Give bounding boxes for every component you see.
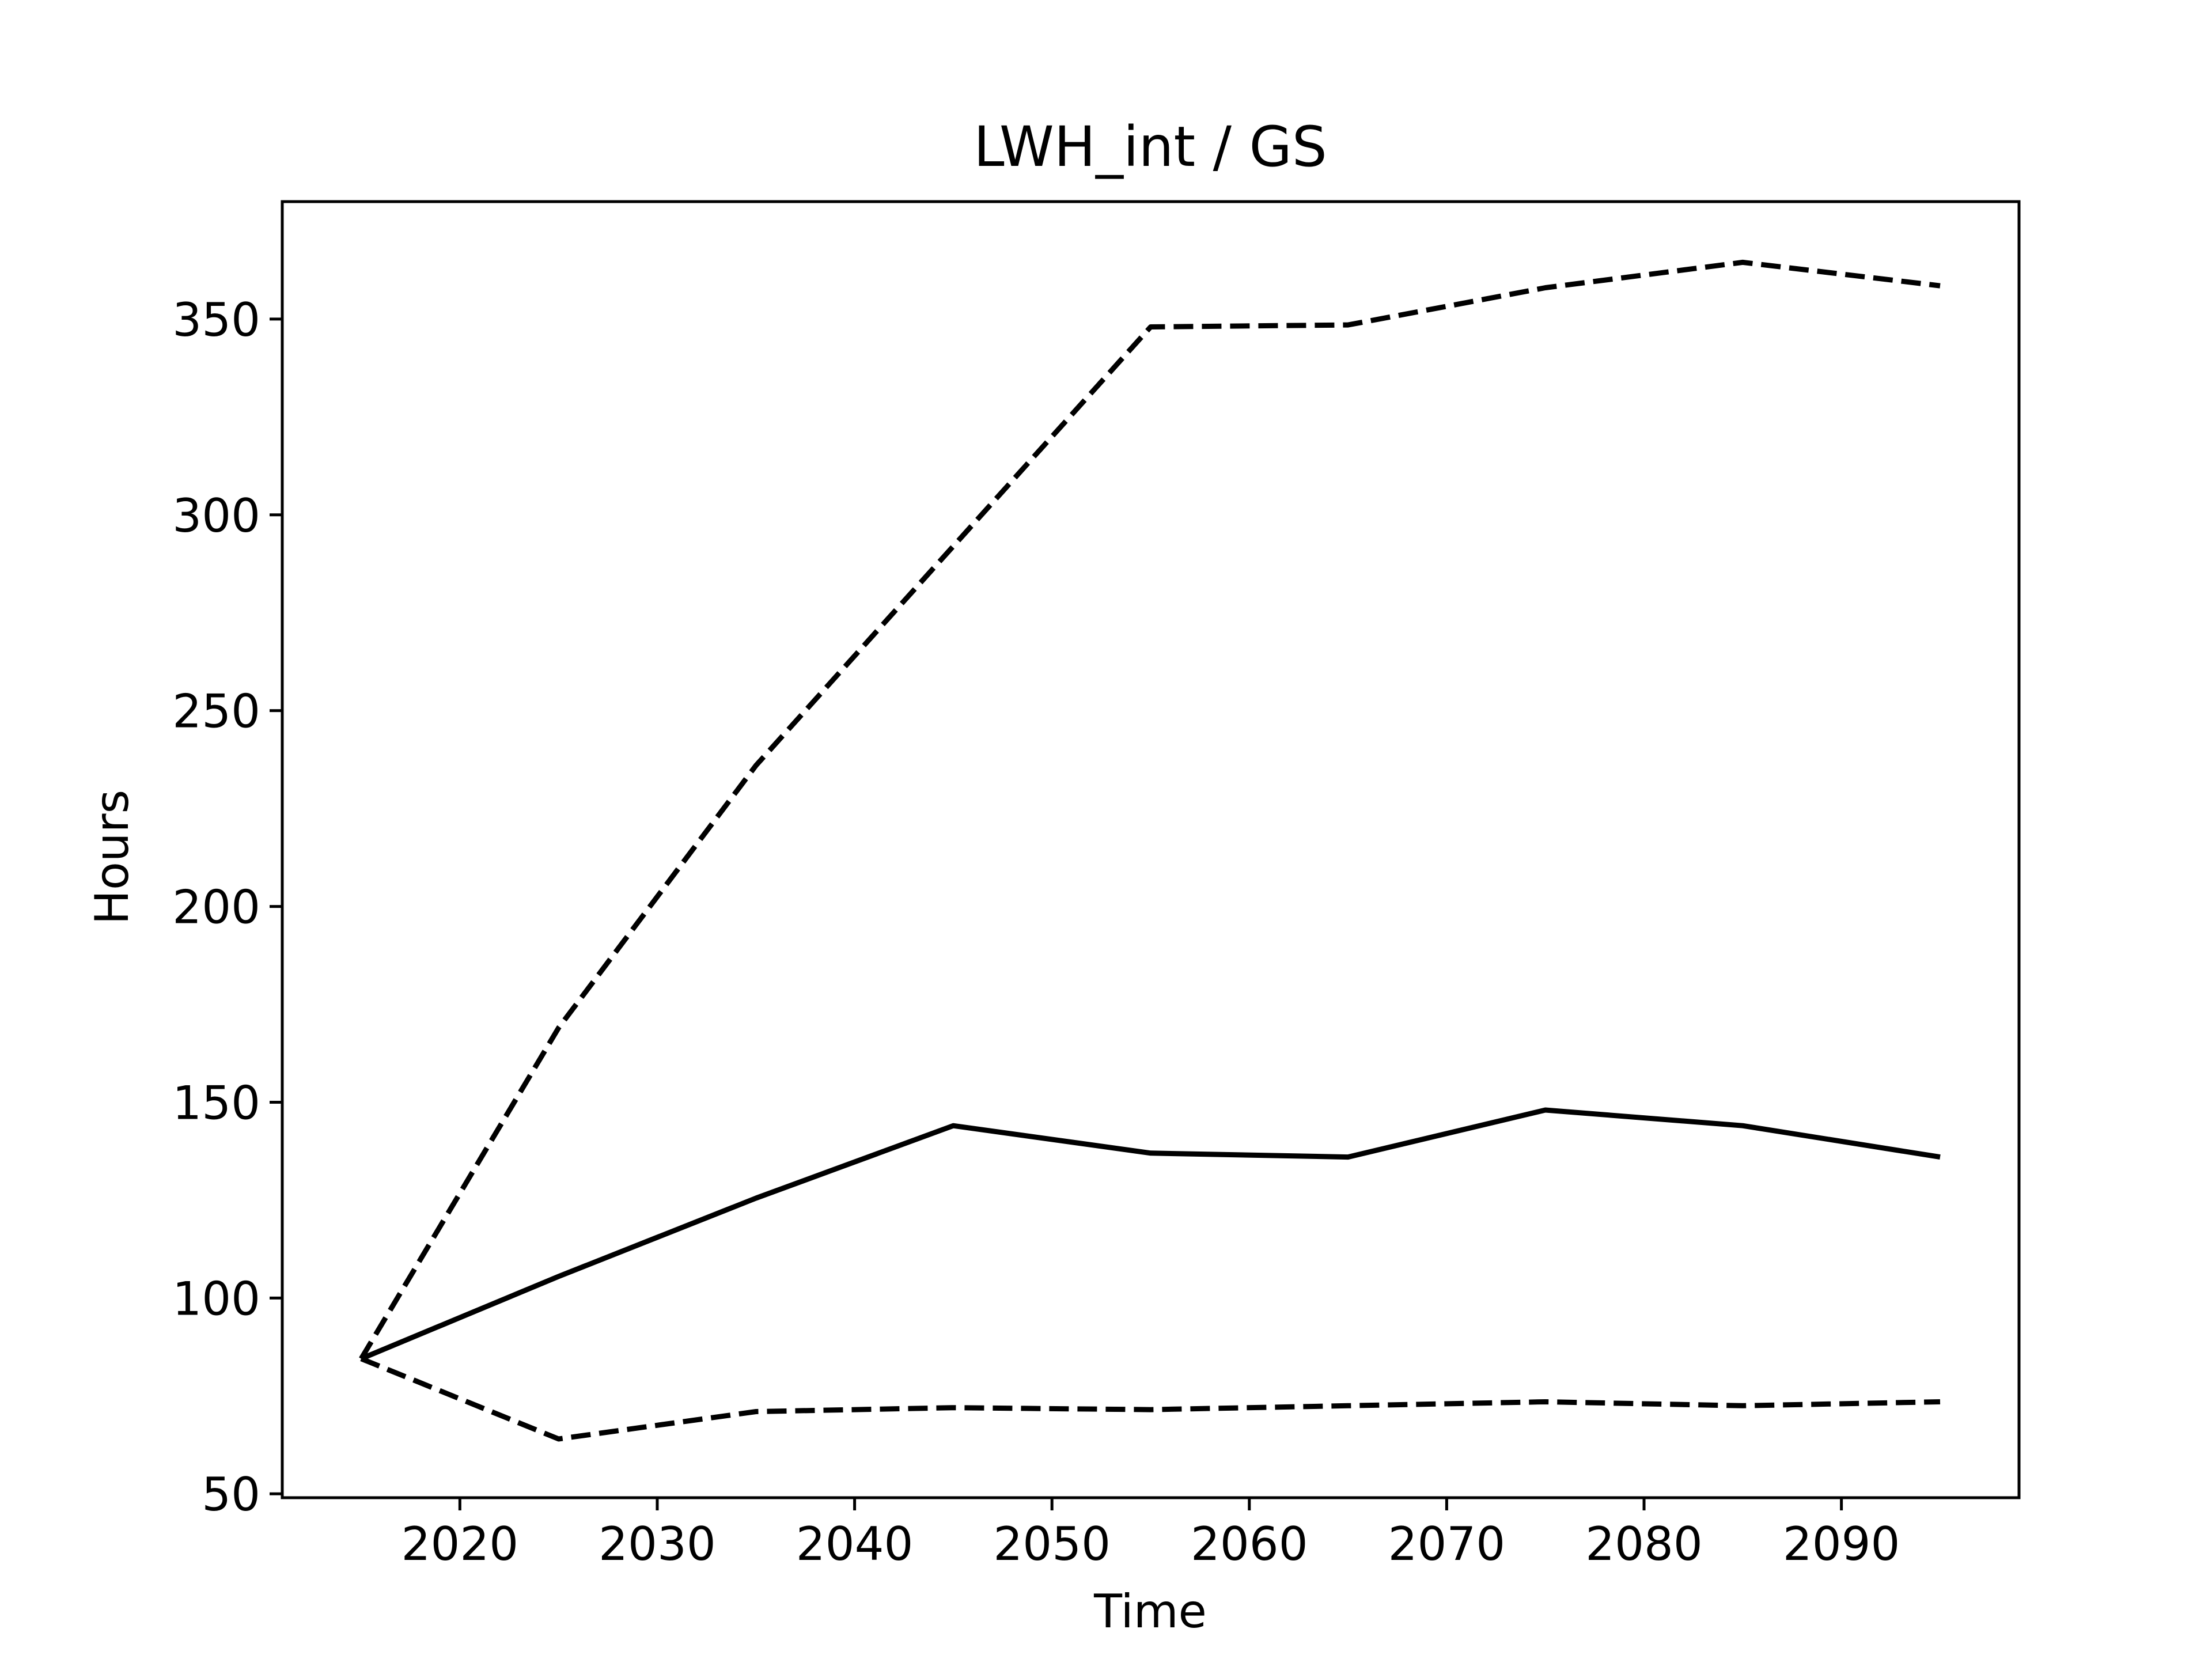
y-tick-label: 50 (202, 1468, 260, 1521)
dashed-series-line (360, 1356, 1941, 1442)
x-tick-label: 2050 (993, 1517, 1111, 1571)
solid-series-line (360, 1107, 1941, 1361)
y-tick-label: 200 (172, 881, 260, 934)
y-tick-label: 300 (172, 489, 260, 543)
y-tick-label: 250 (172, 685, 260, 738)
x-tick-label: 2040 (796, 1517, 914, 1571)
y-axis: 50 100 150 200 250 300 350 (172, 293, 282, 1521)
x-tick-label: 2030 (599, 1517, 716, 1571)
x-axis: 2020 2030 2040 2050 2060 2070 2080 2090 (402, 1498, 1900, 1571)
x-tick-label: 2020 (402, 1517, 519, 1571)
y-axis-label: Hours (85, 790, 139, 925)
x-tick-label: 2060 (1191, 1517, 1308, 1571)
x-tick-label: 2090 (1783, 1517, 1900, 1571)
x-axis-label: Time (1093, 1585, 1207, 1638)
y-tick-label: 350 (172, 293, 260, 347)
x-tick-label: 2080 (1585, 1517, 1703, 1571)
y-tick-label: 100 (172, 1272, 260, 1325)
plot-area (359, 259, 1941, 1442)
x-tick-label: 2070 (1388, 1517, 1506, 1571)
chart-title: LWH_int / GS (974, 115, 1327, 179)
plot-frame (281, 200, 2021, 1499)
dashed-series-line (359, 259, 1941, 1361)
y-tick-label: 150 (172, 1076, 260, 1130)
